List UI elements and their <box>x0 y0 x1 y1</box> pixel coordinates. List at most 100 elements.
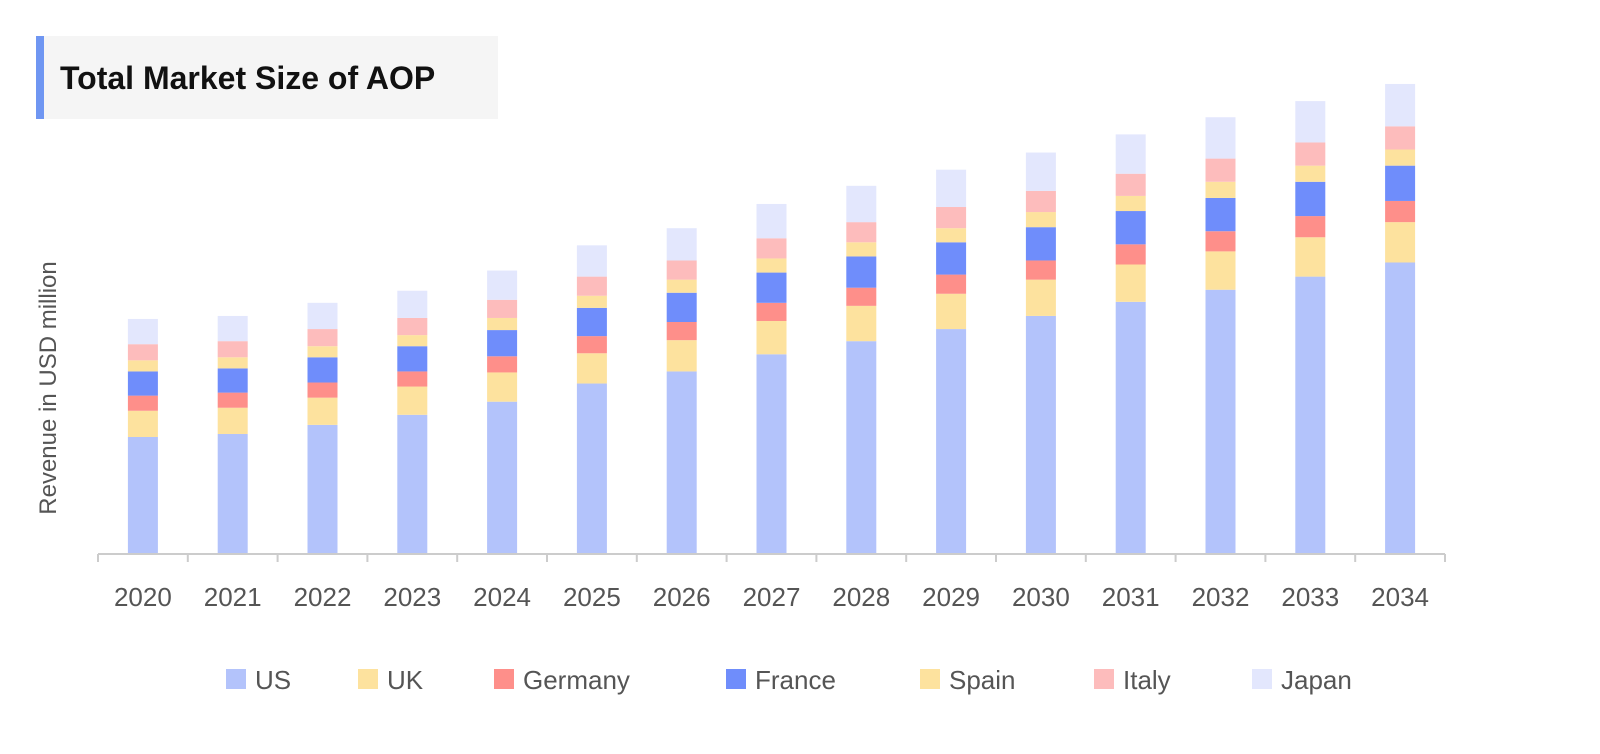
bar-italy-2027 <box>756 238 787 259</box>
bar-germany-2029 <box>936 274 967 294</box>
bar-france-2024 <box>487 330 518 357</box>
bar-germany-2026 <box>666 322 697 341</box>
bar-france-2029 <box>936 242 967 275</box>
bar-france-2025 <box>576 307 607 337</box>
bar-uk-2025 <box>576 353 607 384</box>
bar-japan-2032 <box>1205 117 1236 159</box>
bar-spain-2028 <box>846 242 877 257</box>
bar-france-2027 <box>756 272 787 303</box>
bar-us-2031 <box>1115 301 1146 554</box>
bar-germany-2032 <box>1205 231 1236 252</box>
bar-france-2030 <box>1025 227 1056 261</box>
bar-spain-2025 <box>576 295 607 308</box>
bar-us-2024 <box>487 401 518 554</box>
bar-france-2023 <box>397 346 428 372</box>
bar-japan-2027 <box>756 203 787 239</box>
bar-france-2022 <box>307 357 338 383</box>
x-axis <box>97 553 1446 562</box>
bar-uk-2024 <box>487 372 518 402</box>
bar-spain-2034 <box>1385 149 1416 166</box>
bar-spain-2031 <box>1115 195 1146 212</box>
bar-uk-2032 <box>1205 251 1236 290</box>
bar-us-2023 <box>397 414 428 554</box>
x-tick-label-2025: 2025 <box>563 582 621 612</box>
bar-germany-2024 <box>487 356 518 373</box>
legend-label-us: US <box>255 665 291 695</box>
bar-japan-2033 <box>1295 101 1326 143</box>
legend-swatch-germany <box>494 669 514 689</box>
legend-label-spain: Spain <box>949 665 1016 695</box>
bar-japan-2022 <box>307 302 338 330</box>
bar-uk-2029 <box>936 293 967 330</box>
bar-japan-2030 <box>1025 152 1056 191</box>
x-tick-label-2027: 2027 <box>743 582 801 612</box>
bar-germany-2033 <box>1295 216 1326 238</box>
bar-italy-2033 <box>1295 142 1326 166</box>
x-axis-ticks: 2020 2021 2022 2023 2024 2025 2026 2027 2028 2029… <box>114 582 1429 612</box>
chart-title: Total Market Size of AOP <box>60 60 436 96</box>
bar-us-2026 <box>666 371 697 554</box>
legend: US UK Germany France Spain Italy Japan <box>226 665 1352 695</box>
bar-us-2020 <box>127 436 158 554</box>
bar-us-2027 <box>756 354 787 554</box>
x-tick-label-2022: 2022 <box>294 582 352 612</box>
bar-spain-2033 <box>1295 165 1326 182</box>
bar-germany-2030 <box>1025 260 1056 280</box>
bar-france-2033 <box>1295 181 1326 217</box>
x-tick-label-2029: 2029 <box>922 582 980 612</box>
bar-italy-2031 <box>1115 173 1146 196</box>
bar-uk-2026 <box>666 340 697 372</box>
bar-japan-2028 <box>846 185 877 223</box>
bar-uk-2033 <box>1295 237 1326 277</box>
bar-us-2034 <box>1385 262 1416 554</box>
bar-germany-2027 <box>756 302 787 321</box>
bar-us-2025 <box>576 383 607 554</box>
bar-germany-2025 <box>576 336 607 354</box>
legend-swatch-us <box>226 669 246 689</box>
bar-uk-2022 <box>307 397 338 425</box>
bar-japan-2034 <box>1385 83 1416 127</box>
x-tick-label-2034: 2034 <box>1371 582 1429 612</box>
x-tick-label-2024: 2024 <box>473 582 531 612</box>
bar-japan-2024 <box>487 270 518 300</box>
bar-italy-2028 <box>846 222 877 243</box>
bar-uk-2034 <box>1385 222 1416 263</box>
bar-italy-2032 <box>1205 158 1236 182</box>
bar-japan-2026 <box>666 228 697 261</box>
bar-uk-2023 <box>397 386 428 415</box>
bar-germany-2031 <box>1115 244 1146 265</box>
bar-japan-2025 <box>576 245 607 277</box>
legend-swatch-uk <box>358 669 378 689</box>
x-tick-label-2033: 2033 <box>1281 582 1339 612</box>
bar-spain-2020 <box>127 360 158 372</box>
bar-spain-2026 <box>666 279 697 293</box>
x-tick-label-2023: 2023 <box>383 582 441 612</box>
bar-france-2020 <box>127 371 158 396</box>
bar-us-2029 <box>936 329 967 554</box>
bar-germany-2028 <box>846 287 877 306</box>
legend-swatch-japan <box>1252 669 1272 689</box>
bar-france-2034 <box>1385 165 1416 201</box>
bar-germany-2020 <box>127 395 158 411</box>
bar-us-2022 <box>307 424 338 554</box>
legend-label-italy: Italy <box>1123 665 1171 695</box>
bar-uk-2031 <box>1115 264 1146 302</box>
bar-uk-2020 <box>127 410 158 437</box>
bar-japan-2021 <box>217 315 248 342</box>
bar-italy-2034 <box>1385 126 1416 150</box>
bar-italy-2030 <box>1025 190 1056 213</box>
bar-spain-2022 <box>307 346 338 358</box>
bar-france-2021 <box>217 368 248 393</box>
bar-france-2032 <box>1205 197 1236 232</box>
bar-germany-2022 <box>307 382 338 398</box>
bar-france-2031 <box>1115 211 1146 245</box>
bar-italy-2022 <box>307 329 338 347</box>
bar-japan-2023 <box>397 290 428 318</box>
bar-italy-2020 <box>127 344 158 361</box>
bar-us-2021 <box>217 433 248 554</box>
bar-uk-2030 <box>1025 279 1056 316</box>
bar-spain-2030 <box>1025 212 1056 228</box>
x-tick-label-2031: 2031 <box>1102 582 1160 612</box>
bar-italy-2026 <box>666 260 697 280</box>
